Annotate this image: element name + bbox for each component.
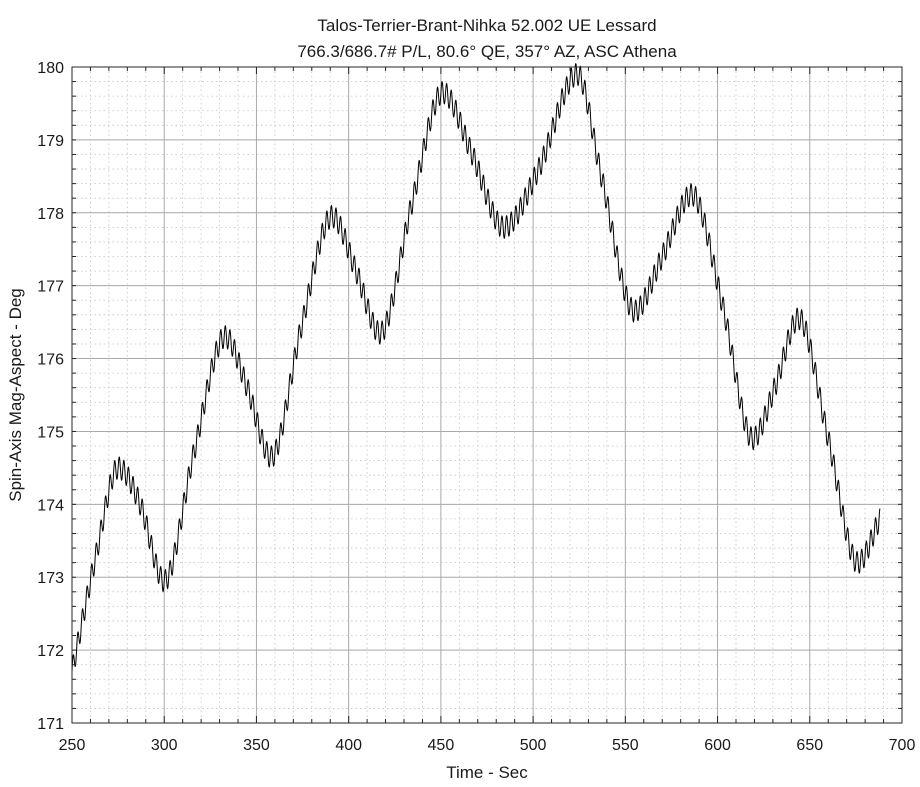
- plot-series: [71, 63, 881, 673]
- y-tick-label: 173: [37, 570, 64, 587]
- x-tick-label: 350: [243, 737, 270, 754]
- x-tick-label: 300: [151, 737, 178, 754]
- x-tick-label: 450: [428, 737, 455, 754]
- x-tick-label: 500: [520, 737, 547, 754]
- plot-frame: [71, 66, 903, 724]
- y-tick-label: 177: [37, 279, 64, 296]
- series-line: [71, 63, 881, 673]
- y-tick-label: 171: [37, 716, 64, 733]
- major-grid: [71, 66, 903, 724]
- tick-marks: [71, 66, 903, 724]
- x-tick-label: 550: [612, 737, 639, 754]
- minor-grid: [72, 66, 902, 723]
- x-tick-label: 400: [335, 737, 362, 754]
- y-tick-label: 178: [37, 206, 64, 223]
- x-tick-label: 700: [889, 737, 916, 754]
- chart-title-line-1: Talos-Terrier-Brant-Nihka 52.002 UE Less…: [317, 16, 656, 35]
- y-tick-label: 172: [37, 643, 64, 660]
- x-tick-label: 600: [704, 737, 731, 754]
- y-tick-label: 175: [37, 424, 64, 441]
- y-tick-label: 180: [37, 60, 64, 77]
- y-axis-label: Spin-Axis Mag-Aspect - Deg: [6, 288, 25, 502]
- y-tick-labels: 171 172 173 174 175 176 177 178 179 180: [37, 60, 64, 733]
- y-tick-label: 176: [37, 352, 64, 369]
- y-tick-label: 179: [37, 133, 64, 150]
- y-tick-label: 174: [37, 497, 64, 514]
- chart-title-line-2: 766.3/686.7# P/L, 80.6° QE, 357° AZ, ASC…: [297, 42, 677, 61]
- x-tick-labels: 250 300 350 400 450 500 550 600 650 700: [59, 737, 916, 754]
- x-tick-label: 250: [59, 737, 86, 754]
- x-axis-label: Time - Sec: [446, 763, 528, 782]
- x-tick-label: 650: [796, 737, 823, 754]
